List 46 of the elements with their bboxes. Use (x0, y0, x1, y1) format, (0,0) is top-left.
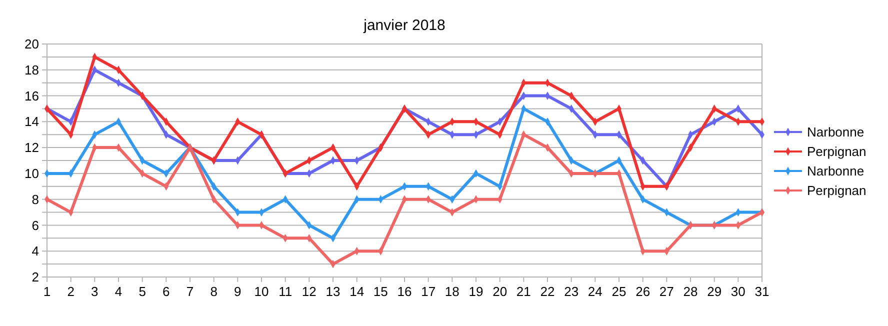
y-tick-label: 10 (24, 166, 39, 181)
y-tick-label: 14 (24, 114, 39, 130)
x-tick-label: 18 (444, 284, 460, 299)
x-tick-label: 5 (138, 284, 146, 299)
x-tick-label: 14 (350, 284, 364, 299)
x-tick-label: 31 (754, 284, 770, 299)
y-tick-label: 4 (32, 244, 39, 259)
x-tick-label: 28 (683, 284, 698, 299)
x-tick-label: 1 (43, 284, 51, 299)
legend-label: Narbonne (807, 124, 864, 140)
x-tick-label: 6 (162, 284, 170, 299)
x-tick-label: 23 (564, 284, 579, 299)
x-tick-label: 7 (186, 284, 194, 299)
y-tick-label: 20 (24, 36, 39, 52)
x-tick-label: 4 (114, 284, 122, 299)
x-tick-label: 13 (326, 284, 340, 299)
x-tick-label: 16 (397, 284, 412, 299)
x-tick-label: 30 (730, 284, 746, 299)
x-tick-label: 12 (302, 284, 316, 299)
x-tick-label: 11 (278, 284, 292, 299)
x-tick-label: 8 (210, 284, 218, 299)
x-tick-label: 2 (67, 284, 74, 299)
legend-label: Narbonne (807, 164, 864, 179)
legend-label: Perpignan (807, 144, 866, 160)
x-tick-label: 3 (91, 284, 98, 299)
x-tick-label: 26 (636, 284, 650, 299)
x-tick-label: 17 (421, 284, 436, 299)
x-tick-label: 15 (373, 284, 388, 299)
y-tick-label: 18 (24, 62, 39, 78)
chart-title: janvier 2018 (362, 17, 446, 34)
y-tick-label: 2 (32, 270, 39, 285)
x-tick-label: 24 (588, 284, 602, 299)
x-tick-label: 25 (612, 284, 626, 299)
x-tick-label: 21 (516, 284, 531, 299)
x-tick-label: 29 (707, 284, 722, 299)
x-tick-label: 9 (234, 284, 242, 299)
x-tick-label: 19 (468, 284, 484, 299)
x-tick-label: 20 (492, 284, 508, 299)
x-tick-label: 27 (659, 284, 674, 299)
y-tick-label: 6 (32, 218, 39, 233)
legend-label: Perpignan (807, 183, 866, 198)
y-tick-label: 8 (32, 192, 39, 207)
x-tick-label: 10 (254, 284, 269, 299)
y-tick-label: 16 (24, 88, 39, 104)
y-tick-label: 12 (24, 140, 39, 156)
x-tick-label: 22 (540, 284, 555, 299)
